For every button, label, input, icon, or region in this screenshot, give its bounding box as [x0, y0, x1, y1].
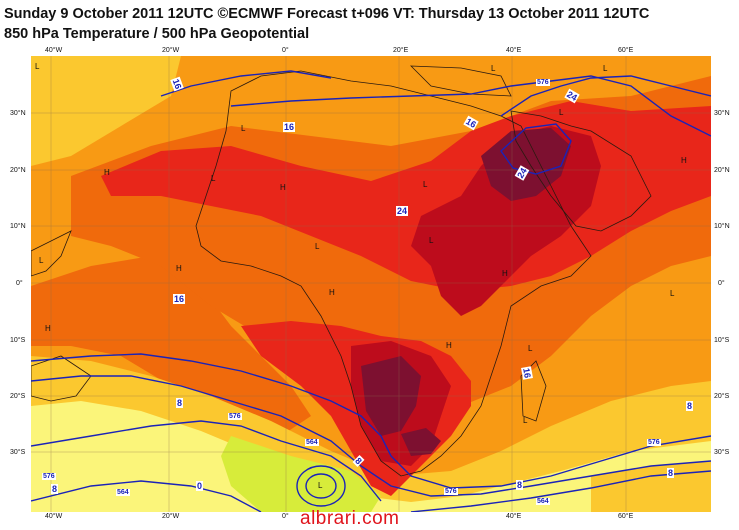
lat-tick-left: 10°N: [10, 223, 26, 230]
low-marker: L: [603, 64, 608, 73]
coastlines: [31, 65, 652, 477]
contour-label: 576: [647, 439, 661, 446]
forecast-map: 576 24 16 16 24 16 24 16 8 576 564 8 0 5…: [31, 56, 711, 512]
lon-tick-bottom: 40°E: [506, 513, 522, 520]
lat-tick-right: 30°N: [714, 110, 730, 117]
lat-tick-left: 20°N: [10, 167, 26, 174]
low-marker: L: [241, 124, 246, 133]
lon-tick-top: 40°E: [506, 47, 522, 54]
lat-tick-left: 30°N: [10, 110, 26, 117]
high-marker: H: [446, 341, 452, 350]
lat-tick-right: 0°: [718, 280, 725, 287]
lon-tick-top: 40°W: [45, 47, 63, 54]
contour-label: 16: [283, 122, 296, 132]
low-marker: L: [35, 62, 40, 71]
contour-label: 576: [444, 488, 458, 495]
low-marker: L: [670, 289, 675, 298]
lat-tick-left: 10°S: [10, 337, 26, 344]
lon-tick-bottom: 0°: [282, 513, 289, 520]
graticule: [31, 56, 711, 512]
contour-label: 0: [196, 481, 204, 491]
geopotential-contours: [31, 70, 711, 512]
contour-label: 16: [173, 294, 186, 304]
contour-label: 8: [51, 484, 59, 494]
low-marker: L: [211, 174, 216, 183]
lon-tick-top: 0°: [282, 47, 289, 54]
contour-label: 8: [667, 468, 675, 478]
contour-label: 564: [536, 498, 550, 505]
contour-label: 576: [42, 473, 56, 480]
contour-label: 24: [396, 206, 409, 216]
lat-tick-right: 20°S: [714, 393, 730, 400]
lon-tick-bottom: 20°W: [162, 513, 180, 520]
contour-label: 564: [116, 489, 130, 496]
lat-tick-right: 30°S: [714, 449, 730, 456]
high-marker: H: [104, 168, 110, 177]
lat-tick-left: 20°S: [10, 393, 26, 400]
contour-label: 8: [176, 398, 184, 408]
field-band: [31, 256, 311, 436]
contour-label: 16: [521, 366, 533, 380]
temperature-field: [31, 56, 711, 512]
contour-label: 8: [516, 480, 524, 490]
lon-tick-top: 60°E: [618, 47, 634, 54]
lon-tick-top: 20°W: [162, 47, 180, 54]
high-marker: H: [45, 324, 51, 333]
lat-tick-right: 10°S: [714, 337, 730, 344]
high-marker: H: [502, 269, 508, 278]
lat-tick-right: 10°N: [714, 223, 730, 230]
field-band: [481, 128, 571, 201]
field-band: [401, 428, 441, 456]
low-marker: L: [491, 64, 496, 73]
lon-tick-bottom: 60°E: [618, 513, 634, 520]
lat-tick-left: 30°S: [10, 449, 26, 456]
lat-tick-right: 20°N: [714, 167, 730, 174]
high-marker: H: [280, 183, 286, 192]
forecast-title: Sunday 9 October 2011 12UTC ©ECMWF Forec…: [4, 6, 650, 22]
contour-label: 8: [686, 401, 694, 411]
low-marker: L: [559, 108, 564, 117]
low-marker: L: [523, 416, 528, 425]
low-marker: L: [318, 481, 323, 490]
lon-tick-top: 20°E: [393, 47, 409, 54]
map-subtitle: 850 hPa Temperature / 500 hPa Geopotenti…: [4, 26, 310, 42]
low-marker: L: [528, 344, 533, 353]
contour-label: 576: [228, 413, 242, 420]
lat-tick-left: 0°: [16, 280, 23, 287]
low-marker: L: [423, 180, 428, 189]
low-marker: L: [315, 242, 320, 251]
low-marker: L: [429, 236, 434, 245]
high-marker: H: [681, 156, 687, 165]
high-marker: H: [329, 288, 335, 297]
lon-tick-bottom: 40°W: [45, 513, 63, 520]
field-band: [31, 56, 181, 166]
high-marker: H: [176, 264, 182, 273]
low-marker: L: [39, 256, 44, 265]
contour-label: 564: [305, 439, 319, 446]
contour-label: 576: [536, 79, 550, 86]
watermark-text: albrari.com: [300, 508, 400, 529]
